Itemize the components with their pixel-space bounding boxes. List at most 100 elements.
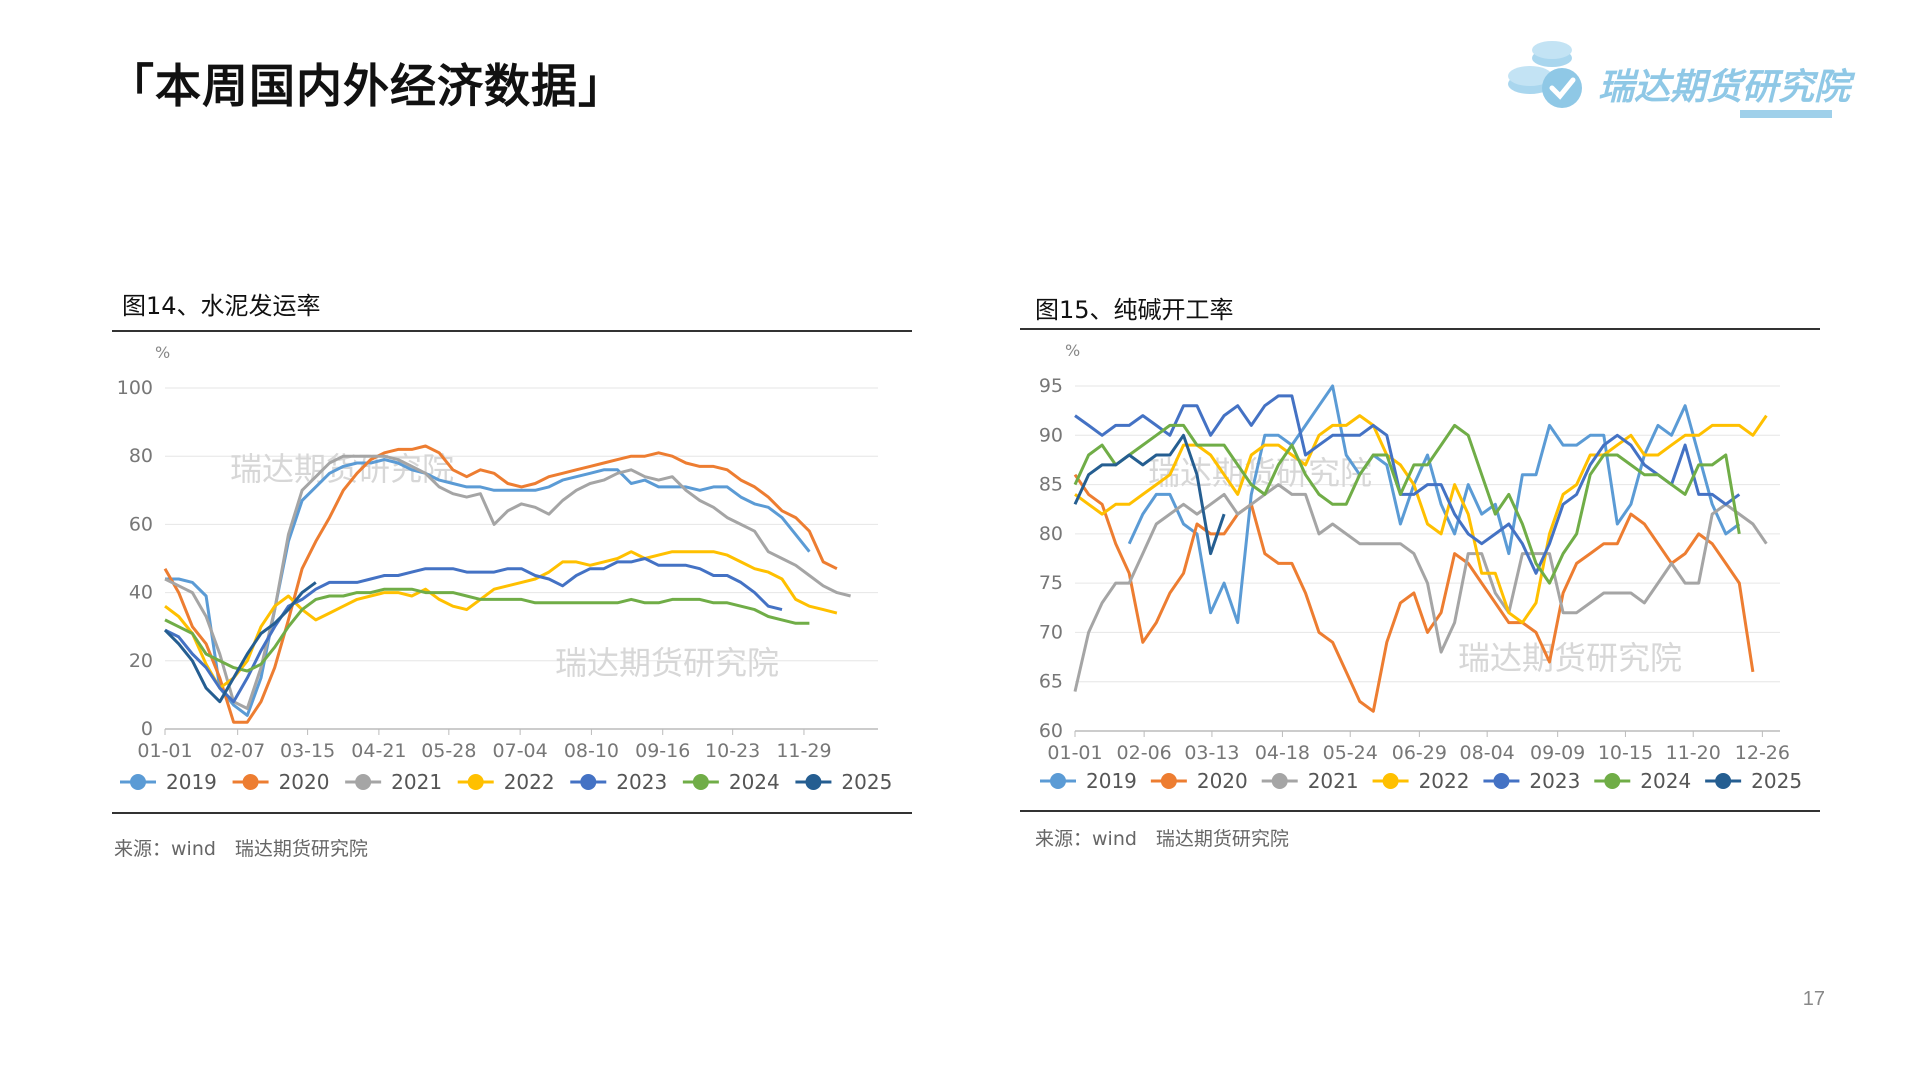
x-tick-label: 01-01 [1047,742,1102,764]
legend-item-2022: 2022 [457,770,555,794]
legend-marker [1271,773,1288,789]
bottom-rule [1020,810,1820,812]
legend-label: 2022 [504,770,555,794]
x-tick-label: 01-01 [137,740,192,762]
legend-item-2019: 2019 [1040,769,1137,793]
page-title: 「本周国内外经济数据」 [108,59,625,113]
legend-label: 2025 [1751,769,1802,793]
y-tick-label: 40 [129,582,153,604]
cement-chart-panel: 图14、水泥发运率 % 0 20 40 60 80 100 01-01 02-07 03-15 04… [112,286,912,866]
legend-marker [1050,773,1066,789]
x-tick-label: 05-28 [421,740,476,762]
legend-item-2023: 2023 [1483,769,1580,793]
legend-label: 2022 [1419,769,1470,793]
x-tick-label: 03-15 [280,740,335,762]
legend-item-2019: 2019 [120,770,217,794]
x-tick-label: 12-26 [1735,742,1790,764]
legend-label: 2023 [616,770,667,794]
y-tick-label: 95 [1039,375,1063,397]
legend-label: 2019 [166,770,217,794]
y-tick-label: 85 [1039,474,1063,496]
series-line-2022 [1074,414,1768,625]
legend-marker [1382,773,1399,789]
x-tick-label: 10-23 [705,740,760,762]
legend-item-2020: 2020 [232,770,330,794]
x-tick-label: 03-13 [1184,742,1239,764]
legend-label: 2024 [729,770,780,794]
y-tick-label: 60 [129,513,153,535]
logo: 瑞达期货研究院 [1500,36,1850,122]
page-number: 17 [1802,988,1825,1010]
legend-marker [692,774,709,790]
legend-item-2021: 2021 [1261,769,1359,793]
y-tick-label: 65 [1039,671,1063,693]
logo-underline [1740,110,1832,118]
legend-marker [580,774,597,790]
legend-marker [1604,773,1621,789]
x-tick-label: 09-16 [635,740,690,762]
chart-caption: 图15、纯碱开工率 [1035,296,1234,324]
coins-check-icon [1508,41,1582,108]
series-line-2024 [164,587,810,673]
legend-label: 2024 [1640,769,1691,793]
y-tick-label: 80 [1039,523,1063,545]
caption-rule [1020,328,1820,330]
series-line-2019 [1127,384,1741,625]
legend-marker [1493,773,1510,789]
legend-label: 2020 [1197,769,1248,793]
y-tick-label: 100 [117,377,153,399]
x-tick-label: 02-07 [210,740,265,762]
x-tick-label: 05-24 [1323,742,1378,764]
x-tick-label: 11-20 [1666,742,1721,764]
watermark-text: 瑞达期货研究院 [1458,639,1682,677]
x-tick-label: 07-04 [493,740,548,762]
legend-item-2022: 2022 [1372,769,1470,793]
y-tick-label: 80 [129,445,153,467]
y-unit-label: % [1065,341,1080,360]
legend-marker [242,774,259,790]
legend-item-2020: 2020 [1150,769,1248,793]
series-line-2020 [163,444,838,724]
x-tick-label: 08-10 [564,740,619,762]
series-line-2024 [1073,423,1741,585]
x-tick-label: 06-29 [1392,742,1447,764]
logo-text: 瑞达期货研究院 [1598,67,1851,108]
legend-item-2025: 2025 [795,770,892,794]
bottom-rule [112,812,912,814]
legend-label: 2021 [1308,769,1359,793]
legend-item-2023: 2023 [570,770,667,794]
legend-marker [805,774,822,790]
legend-label: 2021 [391,770,442,794]
legend-item-2025: 2025 [1705,769,1802,793]
legend-label: 2023 [1529,769,1580,793]
legend-label: 2020 [279,770,330,794]
y-tick-label: 75 [1039,572,1063,594]
x-tick-label: 10-15 [1598,742,1653,764]
legend-marker [1715,773,1732,789]
x-tick-label: 04-18 [1255,742,1310,764]
cement-shipment-chart: % 0 20 40 60 80 100 01-01 02-07 03-15 04-21 05-28 07… [117,343,893,794]
y-tick-label: 70 [1039,621,1063,643]
x-tick-label: 02-06 [1117,742,1172,764]
series-line-2023 [1074,394,1741,575]
caption-rule [112,330,912,332]
y-tick-label: 60 [1039,720,1063,742]
x-tick-label: 09-09 [1530,742,1585,764]
soda-ash-chart-panel: 图15、纯碱开工率 % 60 65 70 75 80 85 90 95 01-01 02-06 03-… [1020,290,1820,870]
series-line-2021 [164,454,851,710]
y-tick-label: 20 [129,650,153,672]
series-line-2021 [1073,483,1768,692]
legend-marker [355,774,372,790]
series-line-2023 [164,557,783,704]
legend-label: 2025 [841,770,892,794]
y-tick-label: 90 [1039,424,1063,446]
legend-marker [130,774,146,790]
legend-marker [467,774,484,790]
chart-caption: 图14、水泥发运率 [122,292,321,320]
series-line-2022 [164,550,838,690]
source-note: 来源：wind 瑞达期货研究院 [1035,828,1289,850]
watermark-text: 瑞达期货研究院 [555,644,779,682]
series-line-2020 [1073,473,1755,713]
source-note: 来源：wind 瑞达期货研究院 [114,838,368,860]
series-line-2025 [163,581,317,704]
